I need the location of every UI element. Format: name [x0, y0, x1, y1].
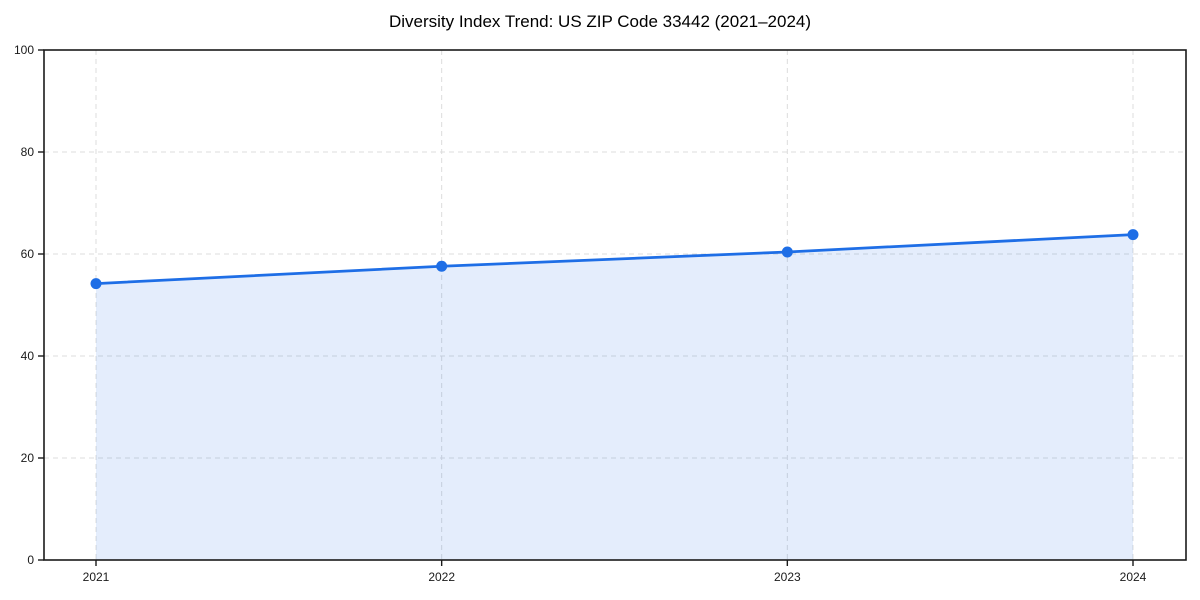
- y-tick-label: 40: [21, 349, 35, 363]
- x-tick-label: 2023: [774, 570, 801, 584]
- area-fill: [96, 234, 1133, 560]
- data-point: [781, 246, 793, 258]
- x-tick-label: 2021: [83, 570, 110, 584]
- x-tick-label: 2022: [428, 570, 455, 584]
- y-tick-label: 20: [21, 451, 35, 465]
- x-tick-label: 2024: [1120, 570, 1147, 584]
- plot-border: [43, 49, 1187, 561]
- y-tick-label: 60: [21, 247, 35, 261]
- y-tick-label: 0: [27, 553, 34, 567]
- chart-title: Diversity Index Trend: US ZIP Code 33442…: [388, 12, 812, 31]
- data-point: [1127, 229, 1139, 241]
- data-point: [436, 260, 448, 272]
- y-tick-label: 80: [21, 145, 35, 159]
- data-point: [90, 278, 102, 290]
- trend-line: [94, 233, 1135, 285]
- y-tick-label: 100: [14, 43, 34, 57]
